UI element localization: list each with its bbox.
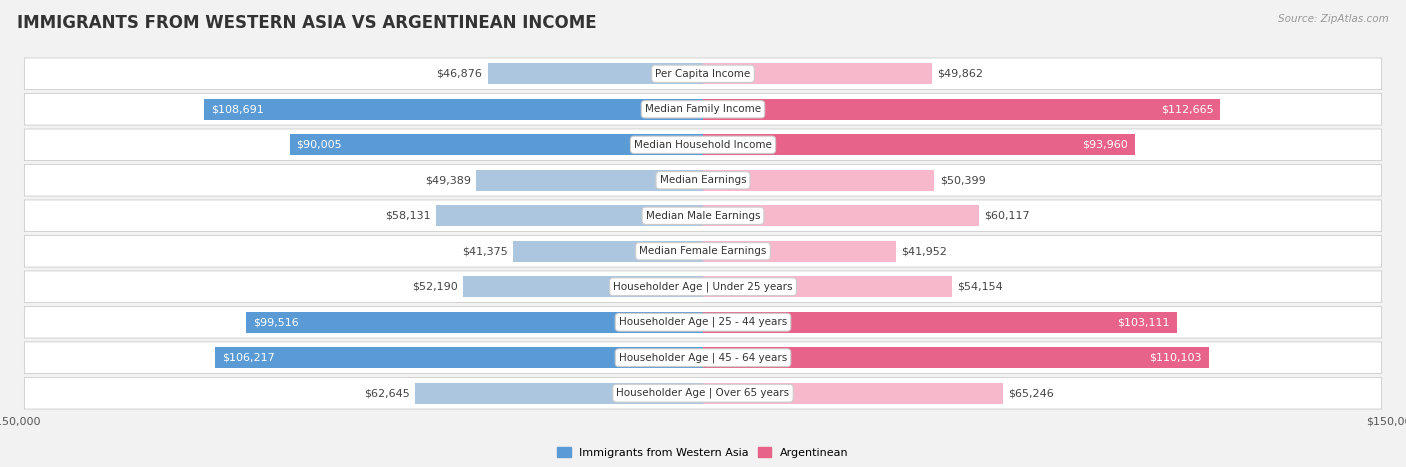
Text: $108,691: $108,691 <box>211 104 263 114</box>
Bar <box>703 383 1002 403</box>
Text: $49,862: $49,862 <box>938 69 984 79</box>
Text: $46,876: $46,876 <box>436 69 482 79</box>
Text: $54,154: $54,154 <box>957 282 1002 292</box>
Bar <box>703 276 952 297</box>
Text: $110,103: $110,103 <box>1149 353 1202 363</box>
FancyBboxPatch shape <box>24 200 1382 232</box>
FancyBboxPatch shape <box>24 129 1382 161</box>
Bar <box>290 134 703 155</box>
Text: $58,131: $58,131 <box>385 211 430 221</box>
Text: Source: ZipAtlas.com: Source: ZipAtlas.com <box>1278 14 1389 24</box>
FancyBboxPatch shape <box>24 58 1382 90</box>
Bar <box>204 99 703 120</box>
Text: $49,389: $49,389 <box>425 175 471 185</box>
FancyBboxPatch shape <box>24 164 1382 196</box>
FancyBboxPatch shape <box>24 271 1382 303</box>
Text: $65,246: $65,246 <box>1008 388 1054 398</box>
Text: Median Household Income: Median Household Income <box>634 140 772 150</box>
Text: $62,645: $62,645 <box>364 388 409 398</box>
Bar <box>215 347 703 368</box>
Text: Householder Age | 45 - 64 years: Householder Age | 45 - 64 years <box>619 353 787 363</box>
FancyBboxPatch shape <box>24 342 1382 374</box>
Text: $50,399: $50,399 <box>941 175 986 185</box>
Bar <box>703 99 1220 120</box>
Bar <box>513 241 703 262</box>
Bar <box>477 170 703 191</box>
FancyBboxPatch shape <box>24 306 1382 338</box>
Text: Median Family Income: Median Family Income <box>645 104 761 114</box>
Text: $103,111: $103,111 <box>1118 317 1170 327</box>
Text: $99,516: $99,516 <box>253 317 298 327</box>
Text: Householder Age | 25 - 44 years: Householder Age | 25 - 44 years <box>619 317 787 327</box>
Text: Householder Age | Over 65 years: Householder Age | Over 65 years <box>616 388 790 398</box>
FancyBboxPatch shape <box>24 377 1382 409</box>
Bar <box>703 347 1209 368</box>
Text: $112,665: $112,665 <box>1161 104 1213 114</box>
Text: Median Female Earnings: Median Female Earnings <box>640 246 766 256</box>
Legend: Immigrants from Western Asia, Argentinean: Immigrants from Western Asia, Argentinea… <box>553 443 853 462</box>
Bar <box>246 312 703 333</box>
Bar <box>703 205 979 226</box>
Text: $41,952: $41,952 <box>901 246 948 256</box>
Text: $41,375: $41,375 <box>461 246 508 256</box>
Bar <box>488 64 703 84</box>
Text: Householder Age | Under 25 years: Householder Age | Under 25 years <box>613 282 793 292</box>
Bar <box>703 241 896 262</box>
Bar <box>703 64 932 84</box>
Text: $93,960: $93,960 <box>1081 140 1128 150</box>
FancyBboxPatch shape <box>24 235 1382 267</box>
Text: $60,117: $60,117 <box>984 211 1031 221</box>
Text: Median Male Earnings: Median Male Earnings <box>645 211 761 221</box>
Text: Median Earnings: Median Earnings <box>659 175 747 185</box>
Text: $106,217: $106,217 <box>222 353 274 363</box>
Bar <box>703 134 1135 155</box>
Bar <box>703 170 935 191</box>
Bar <box>415 383 703 403</box>
Text: $90,005: $90,005 <box>297 140 342 150</box>
Bar <box>464 276 703 297</box>
Text: IMMIGRANTS FROM WESTERN ASIA VS ARGENTINEAN INCOME: IMMIGRANTS FROM WESTERN ASIA VS ARGENTIN… <box>17 14 596 32</box>
Bar <box>703 312 1177 333</box>
Text: $52,190: $52,190 <box>412 282 458 292</box>
Bar <box>436 205 703 226</box>
FancyBboxPatch shape <box>24 93 1382 125</box>
Text: Per Capita Income: Per Capita Income <box>655 69 751 79</box>
